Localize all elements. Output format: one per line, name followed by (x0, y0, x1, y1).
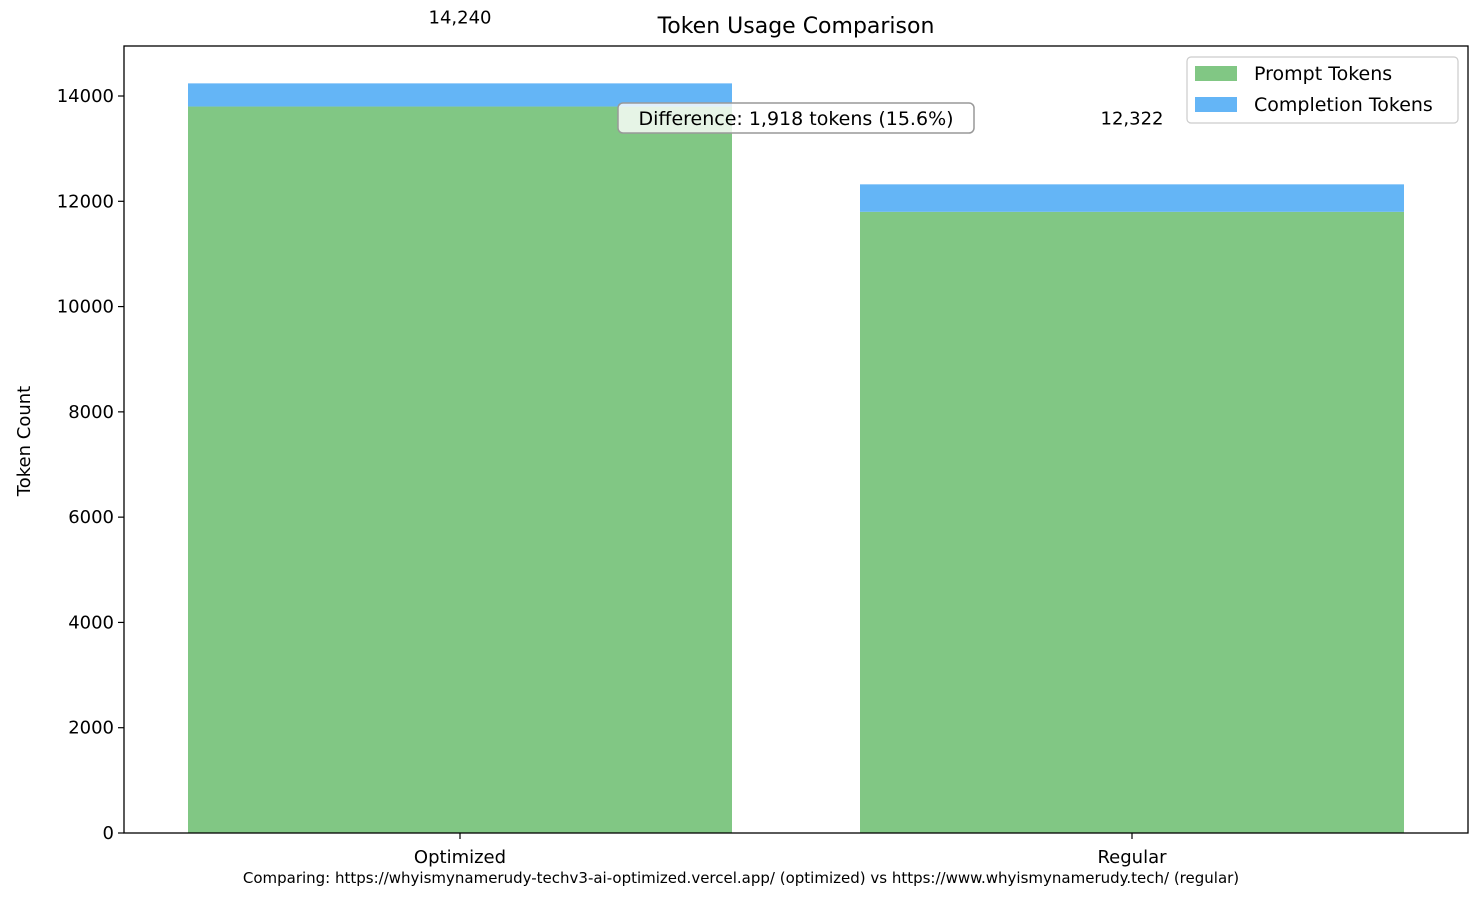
legend-label-prompt: Prompt Tokens (1254, 63, 1392, 85)
annotation-text: Difference: 1,918 tokens (15.6%) (638, 108, 953, 130)
y-tick-label: 8000 (68, 402, 114, 423)
bar-optimized-prompt (188, 106, 732, 834)
bar-regular-prompt (860, 211, 1404, 833)
y-ticks-group: 0 2000 4000 6000 8000 10000 12000 14000 (57, 86, 124, 844)
y-axis-label: Token Count (14, 386, 35, 497)
plot-frame (123, 45, 1469, 834)
y-tick-label: 14000 (57, 86, 114, 107)
legend-label-completion: Completion Tokens (1254, 94, 1433, 116)
legend-swatch-prompt (1195, 66, 1237, 81)
bar-regular-completion (860, 184, 1404, 212)
chart-title: Token Usage Comparison (657, 14, 935, 39)
y-tick-label: 2000 (68, 718, 114, 739)
y-tick-label: 12000 (57, 191, 114, 212)
footer-caption: Comparing: https://whyismynamerudy-techv… (243, 869, 1239, 887)
x-ticks-group: Optimized Regular (414, 833, 1167, 868)
y-tick-label: 10000 (57, 297, 114, 318)
x-tick-label: Optimized (414, 847, 506, 868)
legend: Prompt Tokens Completion Tokens (1186, 56, 1459, 124)
y-tick-label: 6000 (68, 507, 114, 528)
bar-total-label: 14,240 (429, 7, 492, 28)
difference-annotation: Difference: 1,918 tokens (15.6%) (617, 102, 975, 134)
legend-swatch-completion (1195, 97, 1237, 112)
annotation-box (617, 102, 975, 134)
y-tick-label: 4000 (68, 612, 114, 633)
bar-totals-group: 14,240 12,322 (429, 7, 1164, 129)
bars-group (188, 83, 1404, 834)
x-tick-label: Regular (1097, 847, 1167, 868)
legend-frame (1186, 56, 1459, 124)
bar-total-label: 12,322 (1101, 108, 1164, 129)
y-tick-label: 0 (103, 823, 114, 844)
bar-optimized-completion (188, 83, 732, 107)
